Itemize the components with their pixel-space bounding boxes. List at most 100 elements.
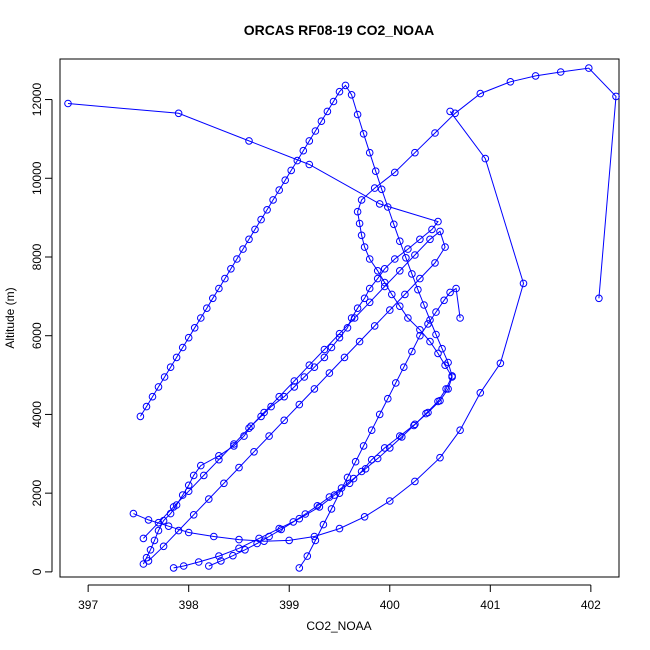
data-point xyxy=(595,294,603,303)
data-point xyxy=(392,379,400,387)
data-point xyxy=(431,129,439,137)
data-point xyxy=(337,484,346,492)
data-point xyxy=(370,184,379,192)
data-point xyxy=(313,502,322,510)
data-point xyxy=(350,314,359,322)
data-point xyxy=(300,373,309,381)
data-point xyxy=(295,400,304,409)
x-tick-label: 399 xyxy=(279,598,299,612)
data-point xyxy=(355,337,364,346)
data-point xyxy=(365,255,374,263)
data-point xyxy=(215,552,223,560)
data-point xyxy=(164,522,173,531)
data-point xyxy=(150,536,159,545)
data-point xyxy=(360,243,369,251)
data-point xyxy=(401,290,409,299)
data-point xyxy=(327,343,336,352)
data-point xyxy=(280,392,289,401)
data-point xyxy=(416,235,424,244)
data-point xyxy=(184,481,193,490)
data-point xyxy=(496,359,505,368)
data-point xyxy=(422,409,430,418)
x-tick-label: 397 xyxy=(78,598,98,612)
data-point xyxy=(556,68,565,76)
series-line-1 xyxy=(173,67,617,569)
data-point xyxy=(396,237,404,245)
data-point xyxy=(166,363,175,372)
data-point xyxy=(404,314,412,322)
data-point xyxy=(179,562,188,570)
series-line-4 xyxy=(298,287,461,569)
data-point xyxy=(154,526,163,535)
data-point xyxy=(172,353,181,362)
data-point xyxy=(456,314,464,322)
data-point xyxy=(420,301,428,309)
data-point xyxy=(531,72,540,80)
data-point xyxy=(330,491,339,499)
data-point xyxy=(440,296,448,305)
data-point xyxy=(360,294,369,303)
series-line-2 xyxy=(139,84,453,567)
data-point xyxy=(235,463,243,472)
data-point xyxy=(448,372,456,380)
data-point xyxy=(139,534,148,543)
x-tick-label: 398 xyxy=(179,598,199,612)
data-point xyxy=(311,536,320,545)
data-point xyxy=(456,426,464,435)
series-line-3 xyxy=(133,111,525,542)
data-point xyxy=(365,298,374,307)
data-point xyxy=(360,513,369,521)
data-point xyxy=(353,207,362,216)
x-axis: 397 398 399 400 401 402 xyxy=(78,584,601,612)
y-tick-label: 8000 xyxy=(30,243,44,270)
data-point xyxy=(347,91,356,99)
data-point xyxy=(280,416,289,425)
data-point xyxy=(426,316,434,324)
data-point xyxy=(184,333,193,342)
data-point xyxy=(410,421,418,430)
data-point xyxy=(287,166,296,175)
data-point xyxy=(432,330,440,339)
data-point xyxy=(229,551,237,560)
data-point xyxy=(384,203,392,211)
data-point xyxy=(184,487,193,496)
data-point xyxy=(355,219,364,228)
data-point xyxy=(310,363,319,372)
data-point xyxy=(265,532,273,541)
data-point xyxy=(154,518,163,527)
data-point xyxy=(310,385,319,393)
data-point xyxy=(303,552,312,560)
data-point xyxy=(388,290,396,299)
data-point xyxy=(373,267,382,275)
data-point xyxy=(267,402,275,411)
data-point xyxy=(289,518,298,526)
data-point xyxy=(446,288,454,297)
data-point xyxy=(428,225,436,234)
data-point xyxy=(209,294,217,303)
data-point xyxy=(221,274,229,283)
data-point xyxy=(442,385,450,393)
x-tick-label: 400 xyxy=(380,598,400,612)
data-point xyxy=(391,168,399,177)
data-point xyxy=(189,471,198,480)
data-point xyxy=(359,442,368,450)
y-tick-label: 6000 xyxy=(30,322,44,349)
data-point xyxy=(154,383,163,391)
data-point xyxy=(327,505,336,513)
data-point xyxy=(205,562,213,570)
data-point xyxy=(335,87,344,96)
data-point xyxy=(247,422,255,431)
data-point xyxy=(293,156,302,165)
data-point xyxy=(436,453,444,462)
data-point xyxy=(146,546,155,554)
data-point xyxy=(452,284,460,293)
data-point xyxy=(320,345,329,354)
data-point xyxy=(386,444,394,452)
data-point xyxy=(404,245,412,253)
data-point xyxy=(411,477,419,486)
data-point xyxy=(386,306,394,314)
data-point xyxy=(402,253,410,262)
data-point xyxy=(129,509,138,518)
data-point xyxy=(386,497,394,505)
data-point xyxy=(426,337,434,346)
